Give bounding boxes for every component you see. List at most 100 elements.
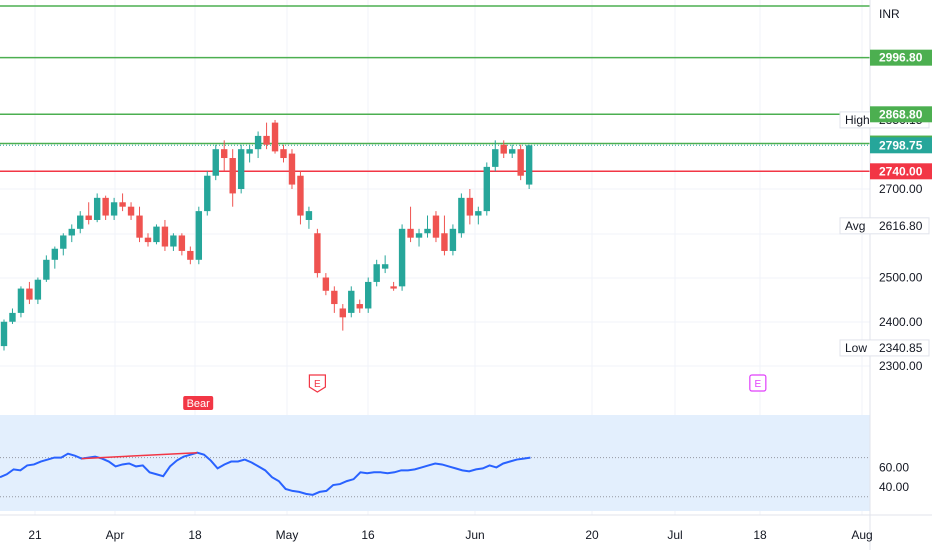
time-tick-label: 18	[188, 528, 202, 542]
candle[interactable]	[432, 211, 440, 243]
candle[interactable]	[17, 286, 25, 318]
candle[interactable]	[466, 189, 474, 225]
candle[interactable]	[170, 233, 177, 251]
candle-body	[297, 175, 304, 216]
candle[interactable]	[390, 281, 397, 291]
candle[interactable]	[212, 144, 219, 181]
candle[interactable]	[500, 140, 507, 159]
candle[interactable]	[195, 206, 203, 265]
candle-body	[288, 153, 296, 185]
candle[interactable]	[280, 144, 287, 163]
candle[interactable]	[204, 171, 211, 216]
time-tick-label: 18	[753, 528, 767, 542]
candle[interactable]	[178, 233, 186, 256]
candle[interactable]	[517, 144, 524, 181]
candle-body	[221, 149, 228, 159]
candle[interactable]	[9, 308, 16, 324]
price-tick-label: 2500.00	[879, 271, 923, 285]
candle[interactable]	[492, 140, 499, 172]
candle-body	[424, 228, 431, 234]
candle[interactable]	[77, 211, 84, 234]
candle[interactable]	[187, 246, 194, 265]
candle[interactable]	[0, 319, 8, 351]
candle[interactable]	[449, 224, 457, 256]
price-axis: 2300.002400.002500.002700.00High2856.15A…	[839, 49, 932, 373]
candle-body	[458, 197, 465, 234]
candle[interactable]	[34, 277, 42, 305]
candle[interactable]	[381, 255, 389, 274]
candle-body	[517, 149, 524, 176]
candle[interactable]	[525, 144, 533, 189]
candle-body	[525, 145, 533, 185]
candle[interactable]	[356, 299, 363, 313]
candle[interactable]	[153, 224, 160, 245]
candle-body	[93, 197, 101, 220]
candle[interactable]	[271, 119, 279, 154]
candle[interactable]	[348, 286, 355, 318]
candle[interactable]	[136, 206, 143, 243]
rsi-tick-label: 40.00	[879, 480, 909, 494]
candle[interactable]	[373, 259, 380, 287]
candle[interactable]	[229, 149, 236, 207]
candle[interactable]	[297, 171, 304, 225]
stat-name: High	[845, 113, 870, 127]
earnings-marker[interactable]: E	[749, 374, 767, 392]
candle[interactable]	[127, 202, 135, 220]
earnings-marker[interactable]: E	[308, 374, 326, 393]
candle[interactable]	[314, 228, 321, 278]
candle[interactable]	[119, 193, 126, 212]
candle[interactable]	[221, 140, 228, 172]
candle[interactable]	[26, 281, 33, 305]
candle[interactable]	[365, 277, 372, 313]
candle[interactable]	[458, 193, 465, 238]
candle[interactable]	[305, 206, 313, 229]
price-tick-label: 2400.00	[879, 315, 923, 329]
candle[interactable]	[254, 131, 262, 159]
candle-body	[161, 226, 169, 247]
time-tick-label: Aug	[851, 528, 872, 542]
candle[interactable]	[424, 215, 431, 238]
candle[interactable]	[93, 193, 101, 223]
stat-badge	[839, 217, 930, 235]
candle[interactable]	[161, 219, 169, 251]
candle-body	[466, 197, 474, 216]
candle[interactable]	[331, 286, 338, 313]
candle[interactable]	[441, 215, 448, 256]
candle[interactable]	[407, 206, 414, 243]
candle[interactable]	[43, 255, 50, 282]
candle-body	[246, 149, 253, 154]
candle-body	[43, 259, 50, 280]
candle[interactable]	[398, 224, 406, 291]
candle[interactable]	[237, 144, 245, 194]
bear-annotation[interactable]: Bear	[183, 396, 214, 410]
candle[interactable]	[339, 304, 346, 331]
candle[interactable]	[288, 149, 296, 189]
earnings-marker-label: E	[314, 379, 321, 390]
candle[interactable]	[322, 273, 330, 296]
candle-body	[449, 228, 457, 251]
candle[interactable]	[60, 233, 67, 256]
candle[interactable]	[110, 197, 118, 220]
candle[interactable]	[68, 224, 75, 243]
level-badge-label: 2996.80	[879, 51, 923, 65]
level-badge	[870, 163, 932, 180]
candle[interactable]	[102, 195, 109, 220]
last-price-badge	[870, 137, 932, 154]
candle[interactable]	[246, 144, 253, 163]
candle[interactable]	[415, 228, 423, 247]
candle[interactable]	[509, 144, 516, 159]
candle[interactable]	[144, 233, 152, 247]
candle-body	[509, 149, 516, 154]
candle[interactable]	[483, 162, 490, 216]
candle[interactable]	[51, 246, 59, 269]
rsi-indicator: Bear	[0, 396, 870, 498]
candle-body	[127, 206, 135, 216]
candles[interactable]	[0, 119, 533, 351]
candle-body	[9, 312, 16, 322]
candle[interactable]	[475, 206, 482, 225]
candle[interactable]	[85, 202, 92, 225]
candle[interactable]	[263, 122, 270, 150]
time-tick-label: Apr	[106, 528, 125, 542]
